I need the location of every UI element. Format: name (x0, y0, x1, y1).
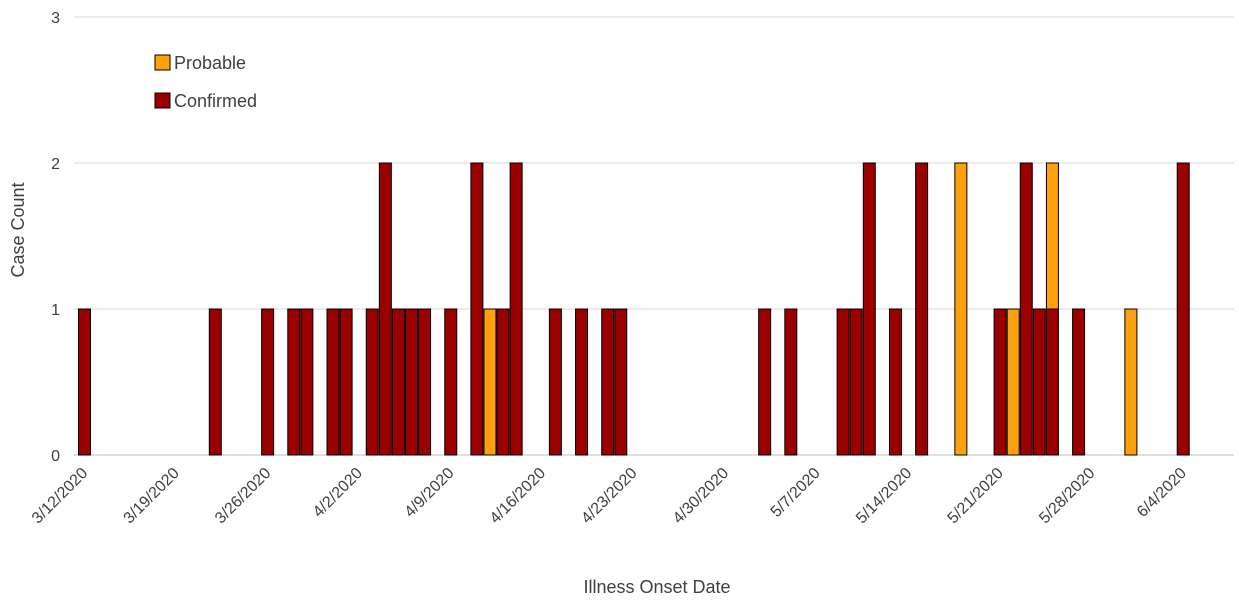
bar-confirmed (470, 162, 484, 456)
bar-confirmed (1045, 308, 1059, 456)
bar-confirmed (849, 308, 863, 456)
bar-confirmed (300, 308, 314, 456)
bar-confirmed (208, 308, 222, 456)
y-tick-label: 1 (51, 302, 60, 319)
bar-confirmed (78, 308, 91, 456)
bar-confirmed (1072, 308, 1086, 456)
bar-confirmed (405, 308, 418, 456)
legend-swatch (154, 54, 171, 71)
x-tick-label: 3/26/2020 (212, 465, 274, 527)
bar-confirmed (915, 162, 929, 456)
bar-confirmed (548, 308, 562, 456)
x-tick-label: 3/12/2020 (29, 465, 91, 527)
legend: Probable Confirmed (154, 53, 257, 111)
x-tick-label: 4/2/2020 (310, 465, 366, 521)
x-tick-label: 6/4/2020 (1134, 465, 1190, 521)
y-tick-labels: 0 1 2 3 (51, 10, 60, 465)
legend-label: Confirmed (174, 91, 257, 111)
bar-confirmed (993, 308, 1007, 456)
bar-confirmed (378, 162, 392, 456)
bar-probable (1006, 308, 1020, 456)
y-axis-title: Case Count (8, 182, 28, 277)
bar-probable (483, 308, 497, 456)
legend-swatch (154, 92, 171, 109)
x-axis-title: Illness Onset Date (583, 577, 730, 597)
y-tick-label: 0 (51, 448, 60, 465)
x-tick-label: 5/28/2020 (1036, 465, 1098, 527)
y-tick-label: 3 (51, 10, 60, 27)
bar-confirmed (614, 308, 628, 456)
bar-confirmed (836, 308, 850, 456)
x-tick-label: 4/9/2020 (402, 465, 458, 521)
x-tick-label: 4/23/2020 (578, 465, 640, 527)
bar-confirmed (496, 308, 510, 456)
bar-confirmed (326, 308, 340, 456)
bars (78, 162, 1190, 456)
x-tick-labels: 3/12/2020 3/19/2020 3/26/2020 4/2/2020 4/9/2… (29, 465, 1190, 527)
x-tick-label: 5/7/2020 (768, 465, 824, 521)
gridlines (74, 16, 1234, 456)
x-tick-label: 5/14/2020 (853, 465, 915, 527)
bar-confirmed (862, 162, 876, 456)
bar-probable (954, 162, 968, 456)
legend-item: Confirmed (154, 91, 257, 111)
bar-confirmed (391, 308, 405, 456)
bar-confirmed (1019, 162, 1033, 456)
bar-confirmed (365, 308, 379, 456)
bar-confirmed (784, 308, 798, 456)
bar-confirmed (1032, 308, 1046, 456)
bar-confirmed (339, 308, 353, 456)
x-tick-label: 4/30/2020 (670, 465, 732, 527)
bar-confirmed (444, 308, 458, 456)
bar-confirmed (418, 308, 432, 456)
legend-label: Probable (174, 53, 246, 73)
legend-item: Probable (154, 53, 246, 73)
x-tick-label: 4/16/2020 (487, 465, 549, 527)
x-tick-label: 5/21/2020 (945, 465, 1007, 527)
bar-probable (1045, 162, 1059, 310)
bar-confirmed (758, 308, 772, 456)
bar-confirmed (1176, 162, 1190, 456)
y-tick-label: 2 (51, 156, 60, 173)
bar-confirmed (287, 308, 301, 456)
bar-probable (1124, 308, 1138, 456)
bar-confirmed (575, 308, 589, 456)
bar-confirmed (888, 308, 902, 456)
bar-confirmed (261, 308, 275, 456)
bar-confirmed (601, 308, 615, 456)
bar-confirmed (509, 162, 523, 456)
x-tick-label: 3/19/2020 (121, 465, 183, 527)
